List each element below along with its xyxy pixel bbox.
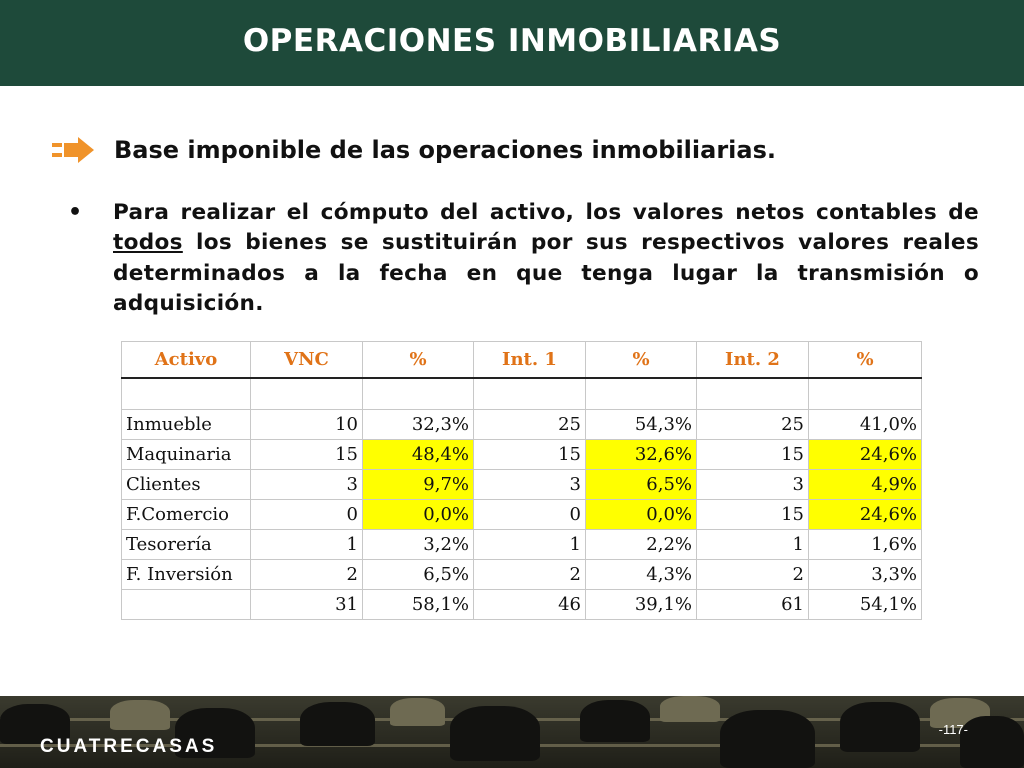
column-header-pct-int1: %	[585, 341, 697, 379]
footer-seat-shape	[960, 716, 1024, 768]
table-row: F.Comercio 0 0,0% 0 0,0% 15 24,6%	[121, 499, 922, 530]
brand-logo: CUATRECASAS	[40, 736, 218, 757]
cell-pct: 41,0%	[808, 409, 922, 440]
asset-table: Activo VNC % Int. 1 % Int. 2 % Inmueble …	[121, 341, 922, 620]
cell-pct-highlighted: 0,0%	[362, 499, 474, 530]
footer-seat-shape	[175, 708, 255, 758]
cell-int2: 2	[696, 559, 809, 590]
paragraph-underlined-word: todos	[113, 230, 183, 256]
cell-pct-highlighted: 6,5%	[585, 469, 697, 500]
cell-pct-highlighted: 48,4%	[362, 439, 474, 470]
page-title: OPERACIONES INMOBILIARIAS	[242, 23, 782, 59]
cell-int2: 3	[696, 469, 809, 500]
cell-activo: Inmueble	[121, 409, 251, 440]
footer-seat-shape	[840, 702, 920, 752]
cell-int1: 0	[473, 499, 586, 530]
footer-seat-shape	[450, 706, 540, 761]
cell-total-vnc: 31	[250, 589, 363, 620]
cell-activo: Tesorería	[121, 529, 251, 560]
table-row: Clientes 3 9,7% 3 6,5% 3 4,9%	[121, 469, 922, 500]
cell-vnc: 2	[250, 559, 363, 590]
cell-activo: F.Comercio	[121, 499, 251, 530]
cell-total-pct: 39,1%	[585, 589, 697, 620]
footer-seat-shape	[110, 700, 170, 730]
page-number: -117-	[938, 722, 968, 737]
footer-banner: -117- CUATRECASAS	[0, 696, 1024, 768]
cell-int2: 15	[696, 499, 809, 530]
bullet-icon: •	[68, 200, 83, 225]
cell-vnc: 15	[250, 439, 363, 470]
cell-vnc: 3	[250, 469, 363, 500]
cell-int1: 15	[473, 439, 586, 470]
column-header-int2: Int. 2	[696, 341, 809, 379]
cell-pct: 32,3%	[362, 409, 474, 440]
cell-int2: 1	[696, 529, 809, 560]
cell-int1: 3	[473, 469, 586, 500]
cell-total-pct: 58,1%	[362, 589, 474, 620]
cell-pct-highlighted: 24,6%	[808, 499, 922, 530]
table-header-row: Activo VNC % Int. 1 % Int. 2 %	[121, 341, 922, 379]
footer-seat-shape	[390, 698, 445, 726]
cell-total-pct: 54,1%	[808, 589, 922, 620]
paragraph-text-start: Para realizar el cómputo del activo, los…	[113, 200, 979, 225]
cell-int2: 15	[696, 439, 809, 470]
table-spacer-row	[121, 377, 922, 410]
cell-pct: 3,3%	[808, 559, 922, 590]
column-header-activo: Activo	[121, 341, 251, 379]
body-paragraph: Para realizar el cómputo del activo, los…	[113, 198, 979, 320]
cell-vnc: 0	[250, 499, 363, 530]
footer-seat-shape	[580, 700, 650, 742]
column-header-pct-int2: %	[808, 341, 922, 379]
column-header-vnc: VNC	[250, 341, 363, 379]
title-bar: OPERACIONES INMOBILIARIAS	[0, 0, 1024, 86]
table-row: F. Inversión 2 6,5% 2 4,3% 2 3,3%	[121, 559, 922, 590]
table-totals-row: 31 58,1% 46 39,1% 61 54,1%	[121, 589, 922, 620]
cell-vnc: 1	[250, 529, 363, 560]
table-row: Maquinaria 15 48,4% 15 32,6% 15 24,6%	[121, 439, 922, 470]
column-header-int1: Int. 1	[473, 341, 586, 379]
cell-total-label	[121, 589, 251, 620]
table-row: Inmueble 10 32,3% 25 54,3% 25 41,0%	[121, 409, 922, 440]
cell-pct-highlighted: 0,0%	[585, 499, 697, 530]
cell-int2: 25	[696, 409, 809, 440]
column-header-pct-vnc: %	[362, 341, 474, 379]
footer-seat-shape	[300, 702, 375, 746]
arrow-right-icon	[52, 137, 94, 163]
cell-pct: 3,2%	[362, 529, 474, 560]
cell-activo: Maquinaria	[121, 439, 251, 470]
paragraph-text-end: los bienes se sustituirán por sus respec…	[113, 230, 979, 317]
cell-activo: F. Inversión	[121, 559, 251, 590]
cell-pct-highlighted: 24,6%	[808, 439, 922, 470]
cell-pct-highlighted: 32,6%	[585, 439, 697, 470]
cell-pct-highlighted: 9,7%	[362, 469, 474, 500]
cell-vnc: 10	[250, 409, 363, 440]
footer-seat-shape	[660, 696, 720, 722]
cell-int1: 1	[473, 529, 586, 560]
cell-pct: 1,6%	[808, 529, 922, 560]
cell-pct-highlighted: 4,9%	[808, 469, 922, 500]
cell-pct: 6,5%	[362, 559, 474, 590]
cell-pct: 54,3%	[585, 409, 697, 440]
footer-seat-shape	[720, 710, 815, 768]
table-row: Tesorería 1 3,2% 1 2,2% 1 1,6%	[121, 529, 922, 560]
section-heading-row: Base imponible de las operaciones inmobi…	[52, 134, 952, 170]
cell-pct: 2,2%	[585, 529, 697, 560]
cell-int1: 25	[473, 409, 586, 440]
cell-total-int2: 61	[696, 589, 809, 620]
cell-total-int1: 46	[473, 589, 586, 620]
footer-seat-shape	[0, 704, 70, 744]
cell-int1: 2	[473, 559, 586, 590]
cell-activo: Clientes	[121, 469, 251, 500]
cell-pct: 4,3%	[585, 559, 697, 590]
section-heading: Base imponible de las operaciones inmobi…	[114, 136, 776, 164]
